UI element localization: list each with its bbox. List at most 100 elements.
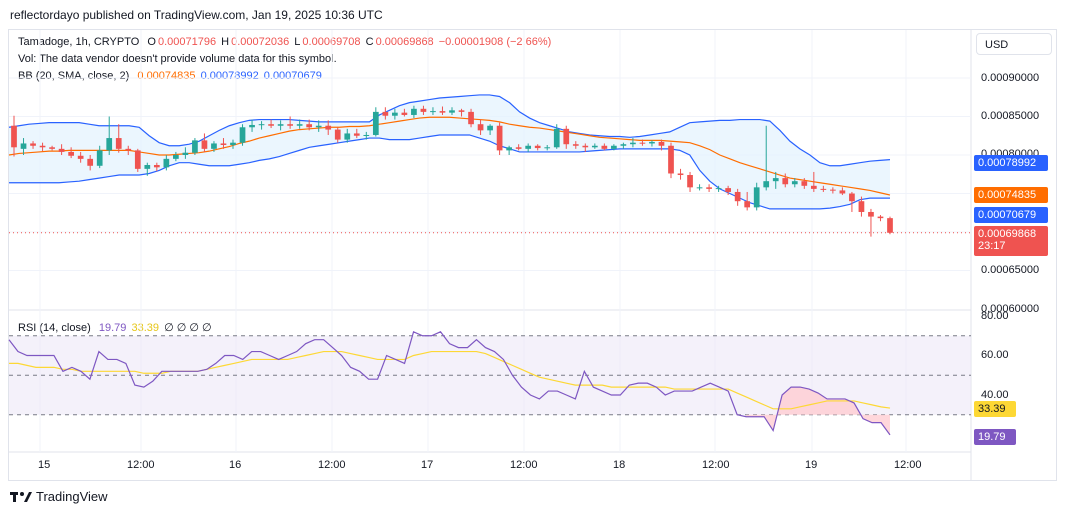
candle-body (563, 128, 570, 145)
candle-body (201, 140, 208, 149)
rsi-tick: 60.00 (981, 349, 1009, 361)
rsi-line (8, 330, 891, 436)
candle-body (611, 145, 617, 149)
candle-body (401, 112, 408, 115)
candle-body (639, 142, 646, 144)
candle-body (182, 152, 189, 155)
candle-body (849, 193, 855, 202)
candle-body (810, 185, 817, 189)
high-key: H (221, 36, 230, 48)
time-tick: 12:00 (318, 459, 346, 471)
price-tick: 0.00065000 (981, 264, 1040, 276)
rsi-ma-tag: 33.39 (974, 401, 1016, 417)
candle-body (572, 144, 579, 146)
price-tick: 0.00085000 (981, 110, 1040, 122)
candle-body (134, 150, 141, 169)
volume-legend: Vol: The data vendor doesn't provide vol… (18, 53, 337, 65)
candle-body (439, 111, 446, 113)
rsi-ma-line (9, 350, 891, 410)
candle-body (534, 145, 541, 149)
candle-body (449, 110, 455, 113)
candle-body (239, 127, 246, 143)
candle-body (668, 145, 674, 174)
candle-body (258, 124, 265, 126)
rsi-tick: 40.00 (981, 389, 1009, 401)
candle-body (868, 211, 874, 217)
candle-body (173, 155, 179, 159)
candle-body (353, 133, 360, 136)
candle-body (106, 138, 113, 151)
candle-body (744, 201, 751, 208)
candle-body (725, 188, 731, 192)
bb-upper-tag: 0.00078992 (974, 155, 1048, 171)
candle-body (87, 158, 94, 166)
candle-body (839, 190, 846, 194)
currency-button[interactable]: USD (976, 33, 1052, 55)
candle-body (20, 143, 27, 149)
candle-body (296, 124, 303, 126)
candle-body (772, 178, 779, 182)
candle-body (734, 191, 741, 202)
candle-body (458, 110, 465, 112)
candle-body (753, 187, 760, 208)
time-tick: 12:00 (510, 459, 538, 471)
brand[interactable]: TradingView (10, 489, 108, 504)
tradingview-logo-icon (10, 491, 32, 502)
candle-body (658, 141, 665, 146)
candle-body (487, 125, 493, 131)
bb-basis-value: 0.00074835 (137, 70, 196, 82)
candle-body (525, 145, 532, 149)
candle-body (515, 147, 522, 149)
candle-body (477, 124, 484, 131)
time-tick: 17 (421, 459, 434, 471)
candle-body (601, 145, 608, 149)
low-value: 0.00069708 (302, 36, 361, 48)
candle-body (630, 142, 636, 145)
last-price-tag: 0.00069868 23:17 (974, 226, 1048, 256)
candle-body (77, 155, 84, 159)
price-tick: 0.00060000 (981, 303, 1040, 315)
candle-body (877, 216, 884, 219)
main-legend: Tamadoge, 1h, CRYPTO O 0.00071796 H 0.0007… (18, 36, 553, 48)
candle-body (468, 111, 474, 125)
bb-upper-value: 0.00078992 (200, 70, 259, 82)
candle-body (553, 128, 560, 148)
candle-body (58, 148, 65, 152)
candle-body (420, 108, 427, 112)
rsi-oversold-fill (746, 387, 890, 435)
candle-body (677, 173, 684, 176)
candle-body (591, 145, 598, 148)
candle-body (344, 133, 351, 140)
bb-lower-tag: 0.00070679 (974, 207, 1048, 223)
candle-body (715, 188, 722, 190)
rsi-label: RSI (14, close) (18, 322, 91, 334)
candle-body (687, 175, 693, 188)
bb-upper-line (8, 94, 891, 167)
close-key: C (365, 36, 374, 48)
candle-body (791, 181, 798, 185)
time-tick: 12:00 (894, 459, 922, 471)
bb-legend: BB (20, SMA, close, 2) 0.00074835 0.0007… (18, 70, 324, 82)
time-tick: 12:00 (127, 459, 155, 471)
candle-body (820, 188, 827, 190)
candle-body (763, 181, 770, 188)
candle-body (268, 124, 274, 126)
candle-body (115, 138, 122, 149)
candle-body (649, 141, 655, 144)
candle-body (30, 143, 36, 146)
rsi-tick: 80.00 (981, 310, 1009, 322)
candle-body (582, 145, 589, 148)
symbol-label: Tamadoge, 1h, CRYPTO (18, 36, 140, 48)
candle-body (801, 181, 808, 186)
candle-body (382, 111, 389, 116)
candle-body (39, 145, 46, 148)
time-tick: 12:00 (702, 459, 730, 471)
time-tick: 18 (613, 459, 626, 471)
candle-body (153, 165, 160, 168)
time-tick: 15 (38, 459, 51, 471)
rsi-value-tag: 19.79 (974, 429, 1016, 445)
candle-body (544, 147, 551, 149)
brand-name: TradingView (36, 489, 108, 504)
rsi-value: 19.79 (98, 322, 127, 334)
